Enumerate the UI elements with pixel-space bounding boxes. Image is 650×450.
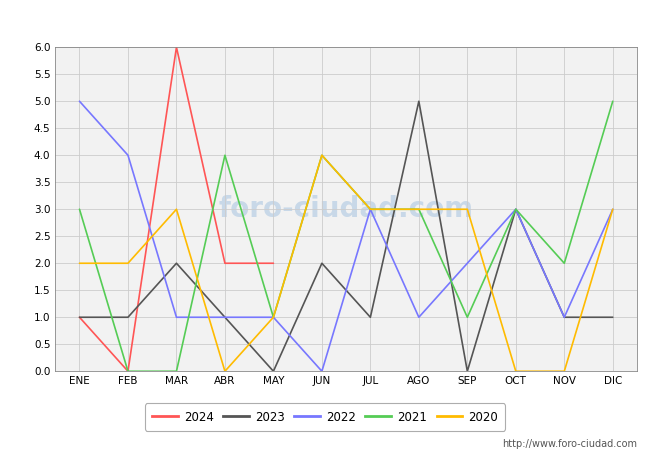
Legend: 2024, 2023, 2022, 2021, 2020: 2024, 2023, 2022, 2021, 2020 (145, 404, 505, 431)
Text: Matriculaciones de Vehiculos en Lobios: Matriculaciones de Vehiculos en Lobios (162, 9, 488, 27)
Text: foro-ciudad.com: foro-ciudad.com (218, 195, 474, 223)
Text: http://www.foro-ciudad.com: http://www.foro-ciudad.com (502, 439, 637, 449)
